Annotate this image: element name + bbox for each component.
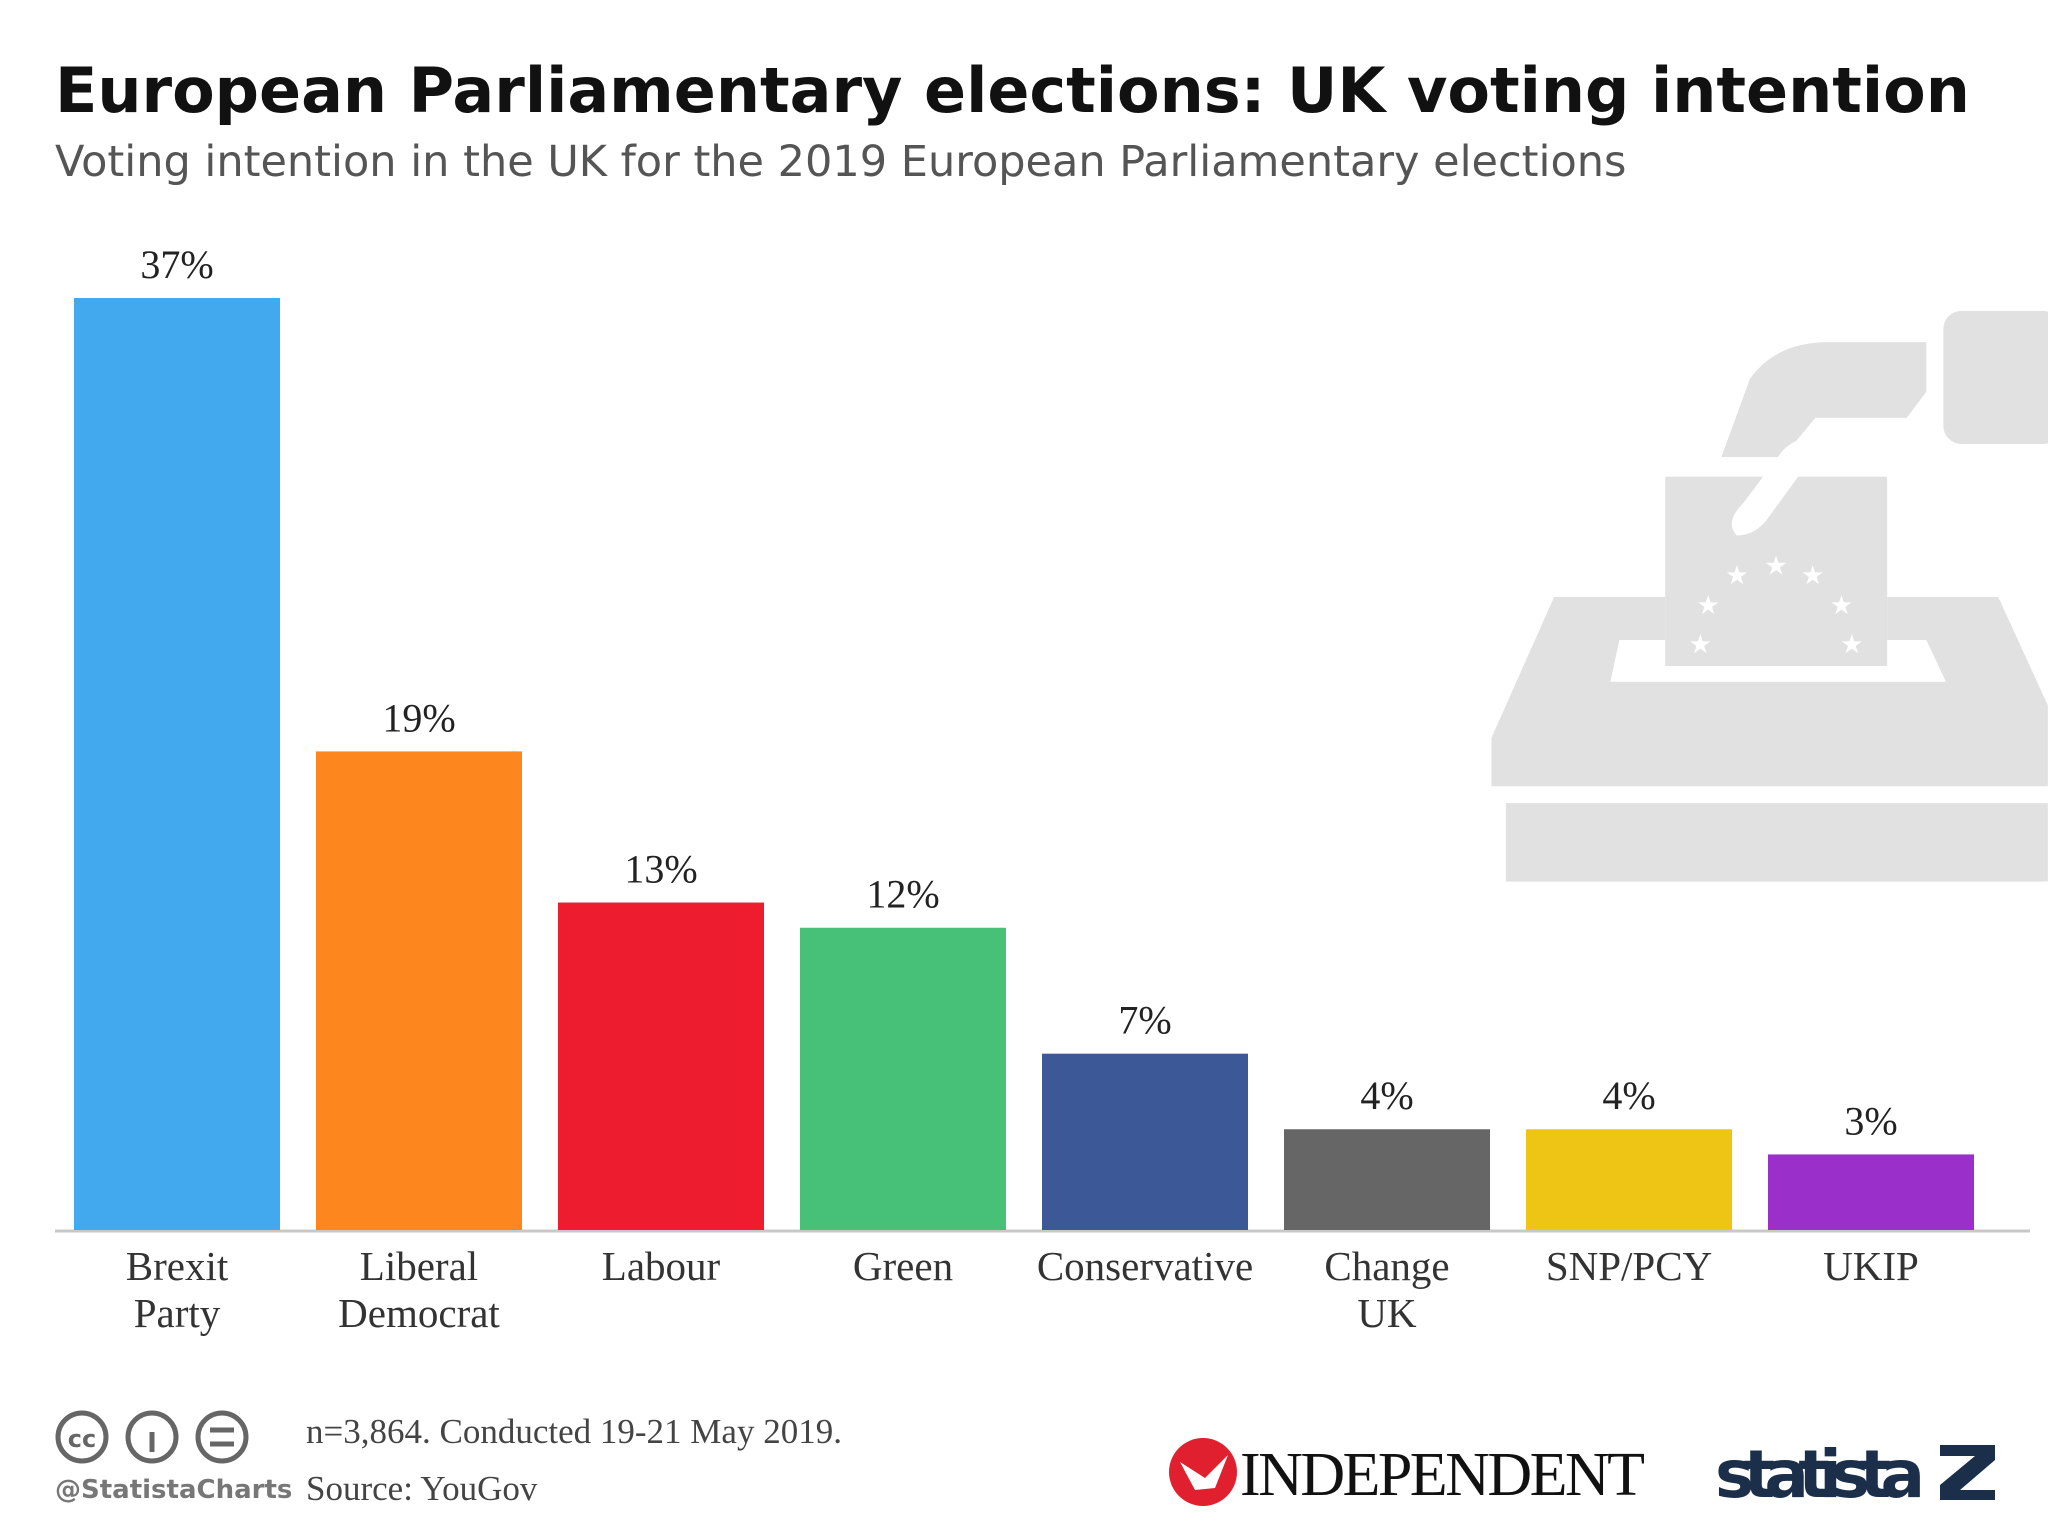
bar	[1284, 1129, 1490, 1230]
statista-logo: statista	[1715, 1436, 1925, 1513]
cc-mark: cc	[68, 1425, 96, 1453]
svg-text:★: ★	[1697, 591, 1720, 621]
eagle-shape	[1180, 1455, 1228, 1490]
x-tick-label: Conservative	[1037, 1243, 1253, 1289]
value-label: 4%	[1360, 1073, 1413, 1118]
chart-subtitle: Voting intention in the UK for the 2019 …	[55, 137, 1626, 187]
bar	[1768, 1154, 1974, 1230]
x-tick-label: Brexit	[126, 1243, 229, 1289]
statista-icon	[1940, 1445, 1995, 1500]
value-label: 4%	[1602, 1073, 1655, 1118]
independent-logo: INDEPENDENT	[1240, 1441, 1645, 1509]
note: n=3,864. Conducted 19-21 May 2019.	[306, 1412, 842, 1451]
value-label: 37%	[140, 242, 213, 287]
source: Source: YouGov	[306, 1469, 538, 1508]
value-label: 7%	[1118, 998, 1171, 1043]
svg-text:★: ★	[1764, 552, 1787, 582]
chart-title: European Parliamentary elections: UK vot…	[55, 54, 1970, 127]
ballot-illustration: ★ ★ ★ ★ ★ ★ ★	[1491, 310, 2048, 882]
svg-text:★: ★	[1830, 591, 1853, 621]
value-label: 13%	[624, 847, 697, 892]
svg-text:★: ★	[1801, 561, 1824, 591]
bar	[316, 751, 522, 1230]
svg-text:★: ★	[1689, 630, 1712, 660]
x-tick-label: Liberal	[360, 1243, 478, 1289]
bar	[1526, 1129, 1732, 1230]
x-tick-label: UK	[1357, 1290, 1417, 1336]
value-label: 3%	[1844, 1098, 1897, 1143]
x-tick-label: Labour	[602, 1243, 721, 1289]
bar	[800, 927, 1006, 1230]
svg-text:★: ★	[1725, 561, 1748, 591]
handle: @StatistaCharts	[55, 1475, 292, 1505]
x-tick-label: Democrat	[338, 1290, 500, 1336]
bar	[558, 902, 764, 1230]
value-label: 12%	[866, 872, 939, 917]
bar	[1042, 1053, 1248, 1230]
cc-icons	[55, 1410, 249, 1464]
independent-eagle	[1169, 1438, 1237, 1506]
x-tick-label: Change	[1324, 1243, 1449, 1289]
x-tick-label: Green	[853, 1243, 953, 1289]
x-tick-label: UKIP	[1823, 1243, 1919, 1289]
x-tick-label: Party	[134, 1290, 221, 1336]
svg-text:★: ★	[1840, 630, 1863, 660]
bar	[74, 298, 280, 1230]
x-tick-label: SNP/PCY	[1546, 1243, 1712, 1289]
value-label: 19%	[382, 695, 455, 740]
